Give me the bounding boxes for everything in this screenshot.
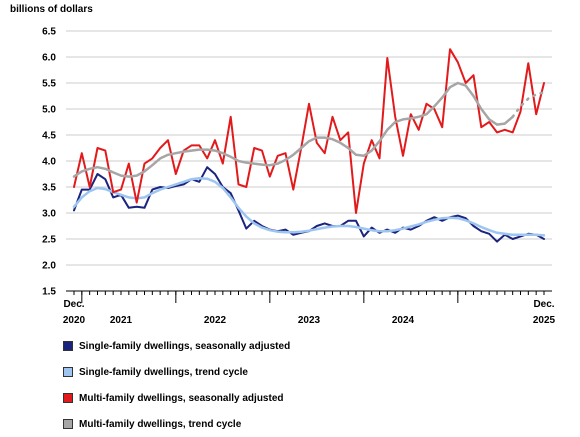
series-line-3 xyxy=(72,81,514,178)
x-tick-label: 2024 xyxy=(392,315,415,326)
x-tick-label: 2022 xyxy=(204,315,227,326)
legend-item-single-trend: Single-family dwellings, trend cycle xyxy=(63,359,290,385)
legend-label: Single-family dwellings, seasonally adju… xyxy=(79,340,291,352)
x-tick-label: 2023 xyxy=(298,315,321,326)
x-tick-label: 2021 xyxy=(110,315,133,326)
x-tick-label: 2025 xyxy=(533,315,556,326)
legend-item-single-sa: Single-family dwellings, seasonally adju… xyxy=(63,333,290,359)
x-tick-label: Dec. xyxy=(63,299,84,310)
y-tick-label: 3.5 xyxy=(42,183,56,194)
legend-label: Single-family dwellings, trend cycle xyxy=(79,366,248,378)
y-tick-label: 5.0 xyxy=(42,105,56,116)
y-tick-label: 2.0 xyxy=(42,261,56,272)
legend: Single-family dwellings, seasonally adju… xyxy=(63,333,290,437)
legend-item-multi-sa: Multi-family dwellings, seasonally adjus… xyxy=(63,385,290,411)
y-tick-label: 4.5 xyxy=(42,131,56,142)
series-line-2 xyxy=(73,48,545,214)
y-tick-label: 2.5 xyxy=(42,235,56,246)
y-tick-labels: 6.5 6.0 5.5 5.0 4.5 4.0 3.5 3.0 2.5 2.0 1.5 xyxy=(42,27,56,298)
series-line-1 xyxy=(72,176,546,237)
legend-swatch xyxy=(63,419,73,429)
legend-item-multi-trend: Multi-family dwellings, trend cycle xyxy=(63,411,290,437)
y-tick-label: 6.5 xyxy=(42,27,56,38)
x-axis: Dec. 2020 2021 2022 2023 2024 Dec. 2025 xyxy=(63,290,556,326)
legend-swatch xyxy=(63,341,73,351)
x-tick-label: Dec. xyxy=(533,299,554,310)
legend-swatch xyxy=(63,367,73,377)
y-tick-label: 5.5 xyxy=(42,79,56,90)
legend-label: Multi-family dwellings, seasonally adjus… xyxy=(79,392,284,404)
y-axis-title: billions of dollars xyxy=(10,4,93,15)
y-tick-label: 3.0 xyxy=(42,209,56,220)
y-tick-label: 6.0 xyxy=(42,53,56,64)
series-lines xyxy=(72,48,546,243)
legend-label: Multi-family dwellings, trend cycle xyxy=(79,418,242,430)
series-line-4 xyxy=(511,91,546,119)
legend-swatch xyxy=(63,393,73,403)
y-tick-label: 4.0 xyxy=(42,157,56,168)
x-tick-label: 2020 xyxy=(63,315,86,326)
y-tick-label: 1.5 xyxy=(42,287,56,298)
